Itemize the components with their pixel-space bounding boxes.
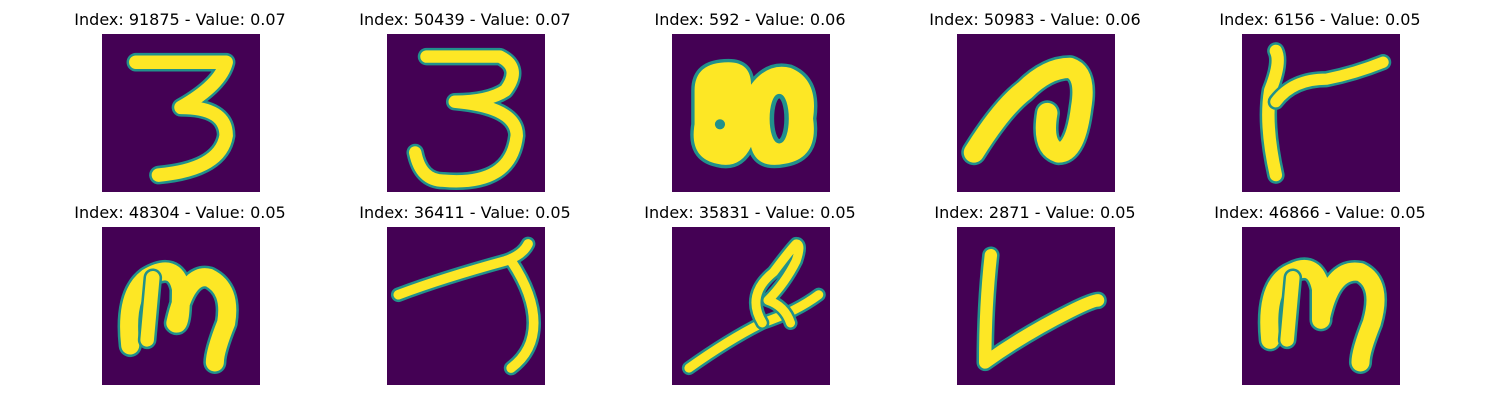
panel-title: Index: 36411 - Value: 0.05 — [359, 203, 571, 222]
image-panel: Index: 2871 - Value: 0.05 — [885, 193, 1185, 393]
digit-image — [102, 227, 260, 385]
digit-image — [672, 34, 830, 192]
image-panel: Index: 50439 - Value: 0.07 — [315, 0, 615, 200]
digit-image — [1242, 34, 1400, 192]
image-panel: Index: 592 - Value: 0.06 — [600, 0, 900, 200]
image-panel: Index: 6156 - Value: 0.05 — [1170, 0, 1470, 200]
panel-title: Index: 50439 - Value: 0.07 — [359, 10, 571, 29]
glyph-v-corner — [976, 246, 1107, 372]
panel-title: Index: 46866 - Value: 0.05 — [1214, 203, 1426, 222]
glyph-loop-n — [961, 55, 1096, 166]
image-panel: Index: 35831 - Value: 0.05 — [600, 193, 900, 393]
glyph-t-shape — [1259, 42, 1392, 184]
digit-image — [387, 227, 545, 385]
image-panel: Index: 48304 - Value: 0.05 — [30, 193, 330, 393]
panel-title: Index: 35831 - Value: 0.05 — [644, 203, 856, 222]
digit-image — [957, 34, 1115, 192]
image-panel: Index: 46866 - Value: 0.05 — [1170, 193, 1470, 393]
image-panel: Index: 36411 - Value: 0.05 — [315, 193, 615, 393]
glyph-blob — [690, 58, 818, 169]
digit-image — [957, 227, 1115, 385]
panel-title: Index: 50983 - Value: 0.06 — [929, 10, 1141, 29]
digit-image — [1242, 227, 1400, 385]
glyph-three-a — [126, 52, 236, 185]
glyph-squiggle-stem — [681, 236, 826, 376]
digit-image — [102, 34, 260, 192]
image-panel: Index: 50983 - Value: 0.06 — [885, 0, 1185, 200]
digit-image — [387, 34, 545, 192]
digit-image — [672, 227, 830, 385]
glyph-m-b — [1257, 257, 1388, 374]
glyph-seven-hook — [390, 236, 542, 376]
glyph-m-a — [117, 259, 239, 374]
panel-title: Index: 592 - Value: 0.06 — [654, 10, 846, 29]
image-panel: Index: 91875 - Value: 0.07 — [30, 0, 330, 200]
panel-title: Index: 91875 - Value: 0.07 — [74, 10, 286, 29]
glyph-three-b — [406, 47, 526, 191]
panel-title: Index: 48304 - Value: 0.05 — [74, 203, 286, 222]
panel-title: Index: 6156 - Value: 0.05 — [1219, 10, 1421, 29]
panel-title: Index: 2871 - Value: 0.05 — [934, 203, 1136, 222]
